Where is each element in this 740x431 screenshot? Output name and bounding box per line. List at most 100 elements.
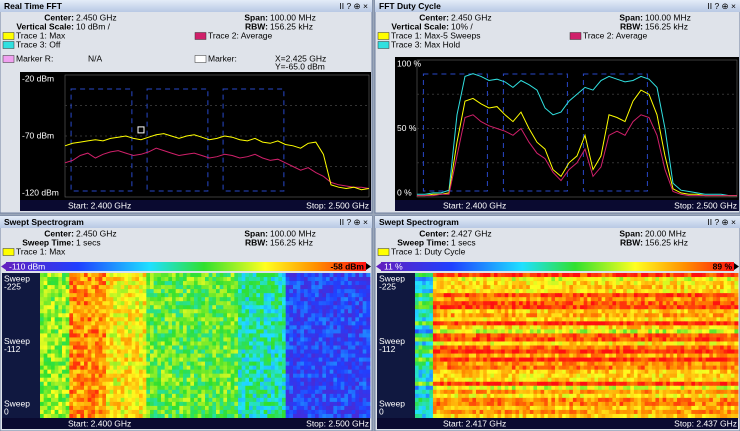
spectrogram-cell [555,285,559,289]
spectrogram-cell [505,333,509,337]
spectrogram-cell [440,301,444,305]
spectrogram-cell [113,341,117,345]
spectrogram-cell [47,297,51,301]
spectrogram-cell [121,305,125,309]
spectrogram-cell [91,370,95,374]
spectrogram-cell [297,285,301,289]
spectrogram-cell [289,337,293,341]
spectrogram-cell [587,285,591,289]
spectrogram-cell [110,366,114,370]
spectrogram-cell [245,333,249,337]
spectrogram-cell [249,301,253,305]
spectrogram-cell [84,390,88,394]
spectrogram-cell [462,301,466,305]
spectrogram-cell [706,317,710,321]
spectrogram-cell [245,406,249,410]
spectrogram-cell [537,289,541,293]
spectrogram-cell [209,289,213,293]
spectrogram-cell [58,273,62,277]
spectrogram-cell [245,358,249,362]
spectrogram-cell [333,362,337,366]
spectrogram-cell [605,325,609,329]
spectrogram-cell [51,358,55,362]
spectrogram-cell [201,394,205,398]
spectrogram-cell [699,305,703,309]
spectrogram-cell [677,337,681,341]
spectrogram-cell [194,378,198,382]
spectrogram-cell [562,273,566,277]
spectrogram-cell [555,341,559,345]
spectrogram-cell [577,321,581,325]
spectrogram-cell [231,321,235,325]
spectrogram-cell [165,301,169,305]
spectrogram-cell [238,281,242,285]
spectrogram-cell [580,325,584,329]
spectrogram-cell [242,350,246,354]
spectrogram-cell [304,317,308,321]
spectrogram-cell [559,317,563,321]
spectrogram-cell [655,337,659,341]
spectrogram-cell [584,329,588,333]
spectrogram-cell [278,358,282,362]
spectrogram-cell [135,309,139,313]
spectrogram-cell [150,402,154,406]
spectrogram-cell [55,362,59,366]
spectrogram-cell [161,394,165,398]
spectrogram-cell [548,289,552,293]
spectrogram-cell [77,305,81,309]
spectrogram-cell [143,414,147,418]
spectrogram-cell [198,281,202,285]
spectrogram-cell [91,366,95,370]
spectrogram-cell [205,382,209,386]
spectrogram-cell [315,382,319,386]
spectrogram-cell [465,281,469,285]
spectrogram-cell [322,358,326,362]
spectrogram-cell [205,390,209,394]
spectrogram-cell [216,366,220,370]
spectrogram-cell [419,293,423,297]
spectrogram-cell [150,305,154,309]
spectrogram-cell [458,293,462,297]
spectrogram-cell [440,297,444,301]
spectrogram-cell [344,277,348,281]
spectrogram-cell [584,321,588,325]
spectrogram-cell [462,285,466,289]
spectrogram-cell [168,410,172,414]
spectrogram-cell [201,370,205,374]
spectrogram-cell [150,354,154,358]
spectrogram-cell [359,406,363,410]
spectrogram-cell [638,341,642,345]
spectrogram-cell [106,358,110,362]
spectrogram-cell [40,301,44,305]
spectrogram-cell [128,341,132,345]
spectrogram-cell [231,350,235,354]
spectrogram-cell [179,337,183,341]
spectrogram-cell [117,285,121,289]
spectrogram-cell [264,317,268,321]
spectrogram-cell [498,297,502,301]
spectrogram-cell [533,309,537,313]
spectrogram-cell [278,277,282,281]
spectrogram-cell [699,321,703,325]
spectrogram-cell [594,329,598,333]
spectrogram-cell [176,378,180,382]
spectrogram-cell [440,333,444,337]
spectrogram-cell [616,281,620,285]
spectrogram-cell [267,394,271,398]
spectrogram-cell [469,277,473,281]
spectrogram-cell [139,285,143,289]
spectrogram-cell [297,370,301,374]
spectrogram-cell [652,285,656,289]
spectrogram-cell [249,382,253,386]
spectrogram-cell [289,346,293,350]
spectrogram-cell [216,281,220,285]
spectrogram-cell [311,394,315,398]
spectrogram-cell [249,366,253,370]
spectrogram-cell [47,301,51,305]
spectrogram-cell [179,386,183,390]
spectrogram-cell [242,289,246,293]
spectrogram-cell [238,406,242,410]
spectrogram-cell [216,289,220,293]
spectrogram-cell [271,273,275,277]
spectrogram-cell [106,410,110,414]
